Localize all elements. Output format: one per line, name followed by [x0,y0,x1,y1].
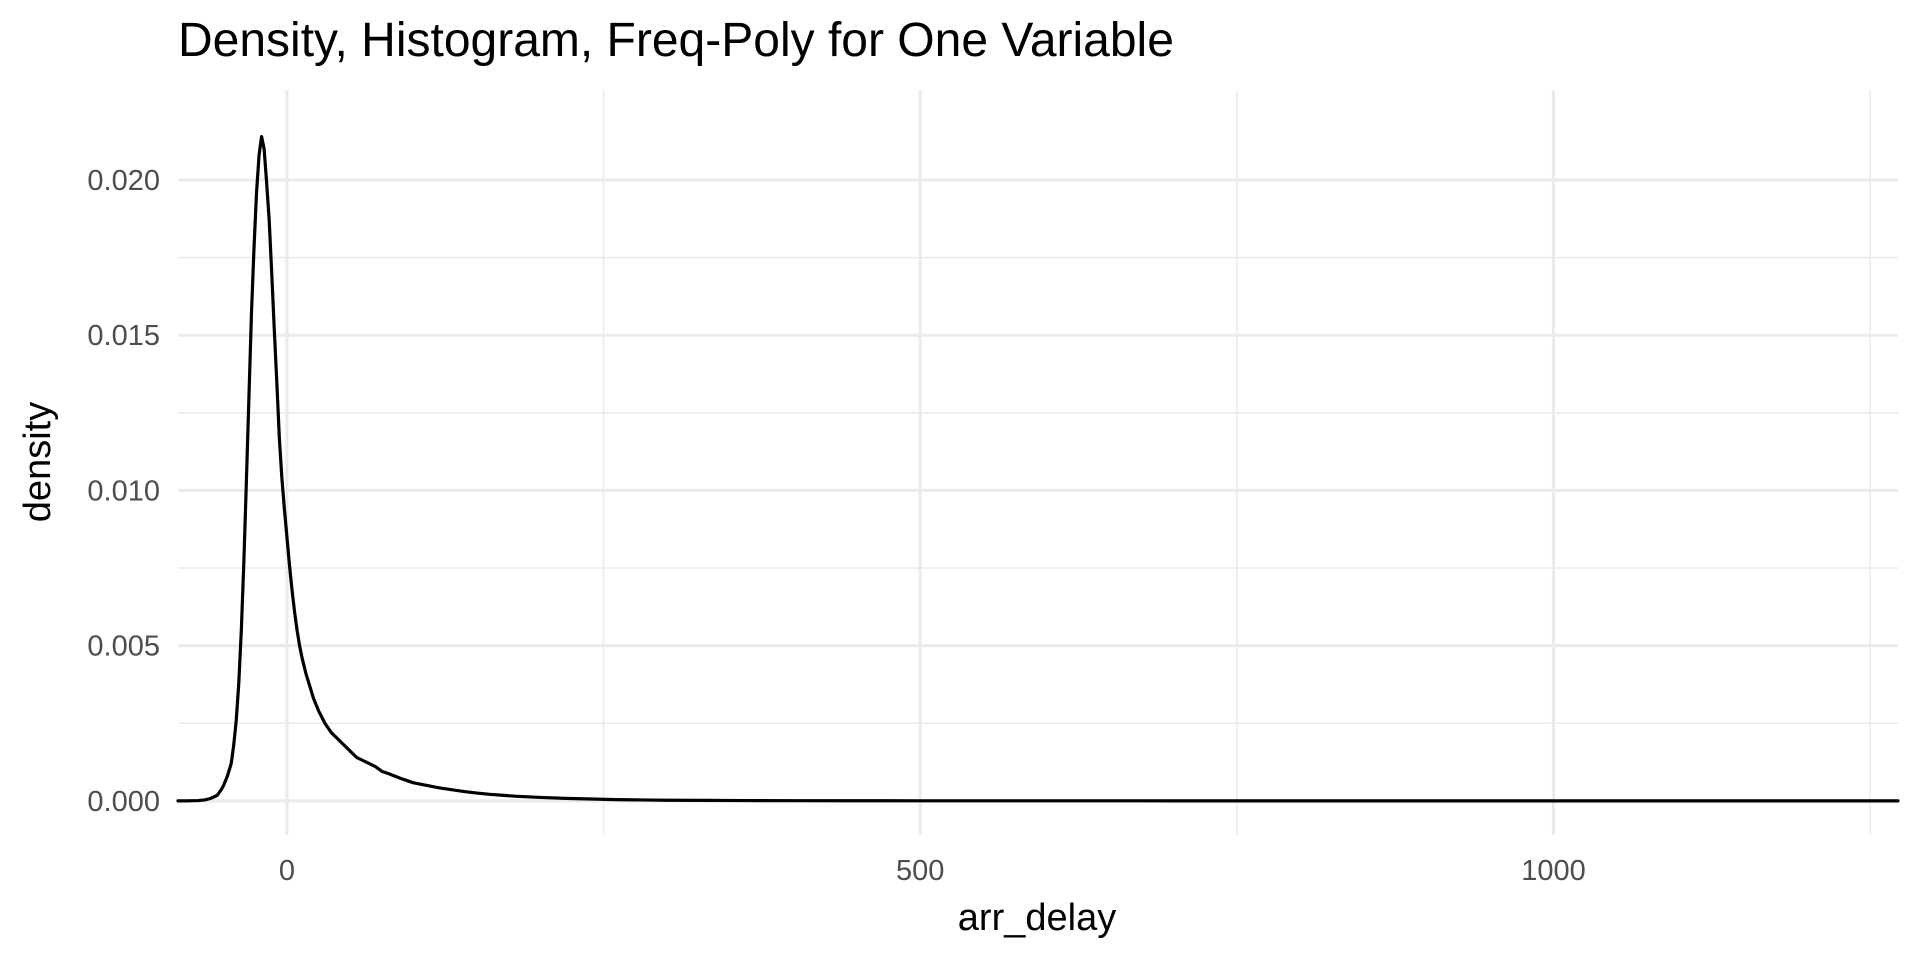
series-layer [176,134,1900,803]
y-tick-label: 0.020 [87,165,160,197]
chart-title: Density, Histogram, Freq-Poly for One Va… [178,14,1174,67]
grid-lines [178,90,1898,835]
y-axis-title: density [17,402,59,522]
y-tick-label: 0.000 [87,786,160,818]
x-axis-title: arr_delay [958,897,1116,939]
x-tick-labels: 0 500 1000 [279,855,1586,887]
y-tick-label: 0.005 [87,631,160,663]
y-tick-label: 0.010 [87,475,160,507]
density-line [176,134,1900,803]
x-tick-label: 1000 [1521,855,1586,887]
x-tick-label: 0 [279,855,295,887]
y-tick-labels: 0.000 0.005 0.010 0.015 0.020 [87,165,160,818]
x-tick-label: 500 [896,855,944,887]
y-tick-label: 0.015 [87,320,160,352]
